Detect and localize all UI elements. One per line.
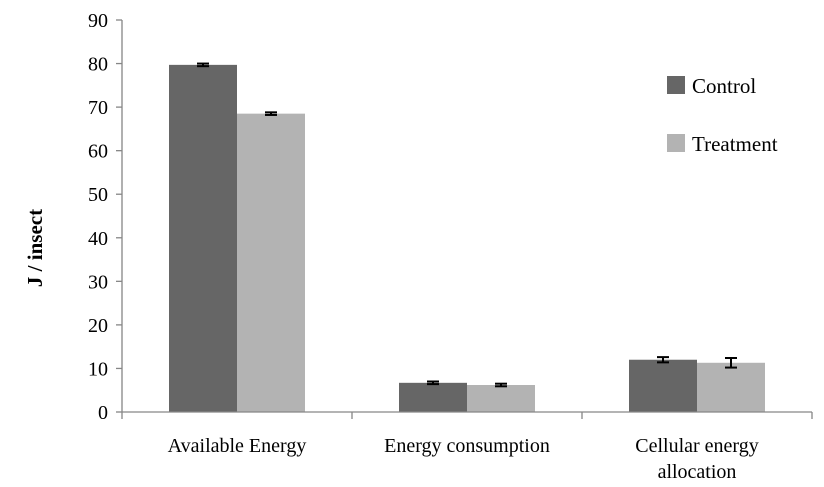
y-tick-label: 0 [98,402,108,424]
y-tick-label: 30 [88,271,108,293]
x-tick-label: allocation [658,461,737,483]
x-tick-label: Energy consumption [384,435,550,457]
y-tick-label: 40 [88,228,108,250]
y-tick-label: 60 [88,141,108,163]
y-axis: 0 10 20 30 40 50 60 70 80 90 [88,10,122,424]
y-axis-label: J / insect [23,209,47,287]
legend: Control Treatment [667,74,778,156]
x-axis: Available Energy Energy consumption Cellul… [122,412,812,483]
bar-treatment-0 [237,114,305,412]
y-tick-label: 10 [88,358,108,380]
bar-control-2 [629,360,697,412]
y-tick-label: 20 [88,315,108,337]
bar-control-0 [169,65,237,412]
bars [169,64,765,412]
y-tick-label: 50 [88,184,108,206]
bar-control-1 [399,383,467,412]
y-tick-label: 80 [88,54,108,76]
legend-swatch-treatment [667,134,685,152]
legend-label-control: Control [692,74,756,98]
bar-treatment-2 [697,363,765,412]
x-tick-label: Cellular energy [635,435,758,457]
bar-treatment-1 [467,385,535,412]
legend-swatch-control [667,76,685,94]
x-tick-label: Available Energy [168,435,307,457]
y-tick-label: 70 [88,97,108,119]
legend-label-treatment: Treatment [692,132,778,156]
y-tick-label: 90 [88,10,108,32]
